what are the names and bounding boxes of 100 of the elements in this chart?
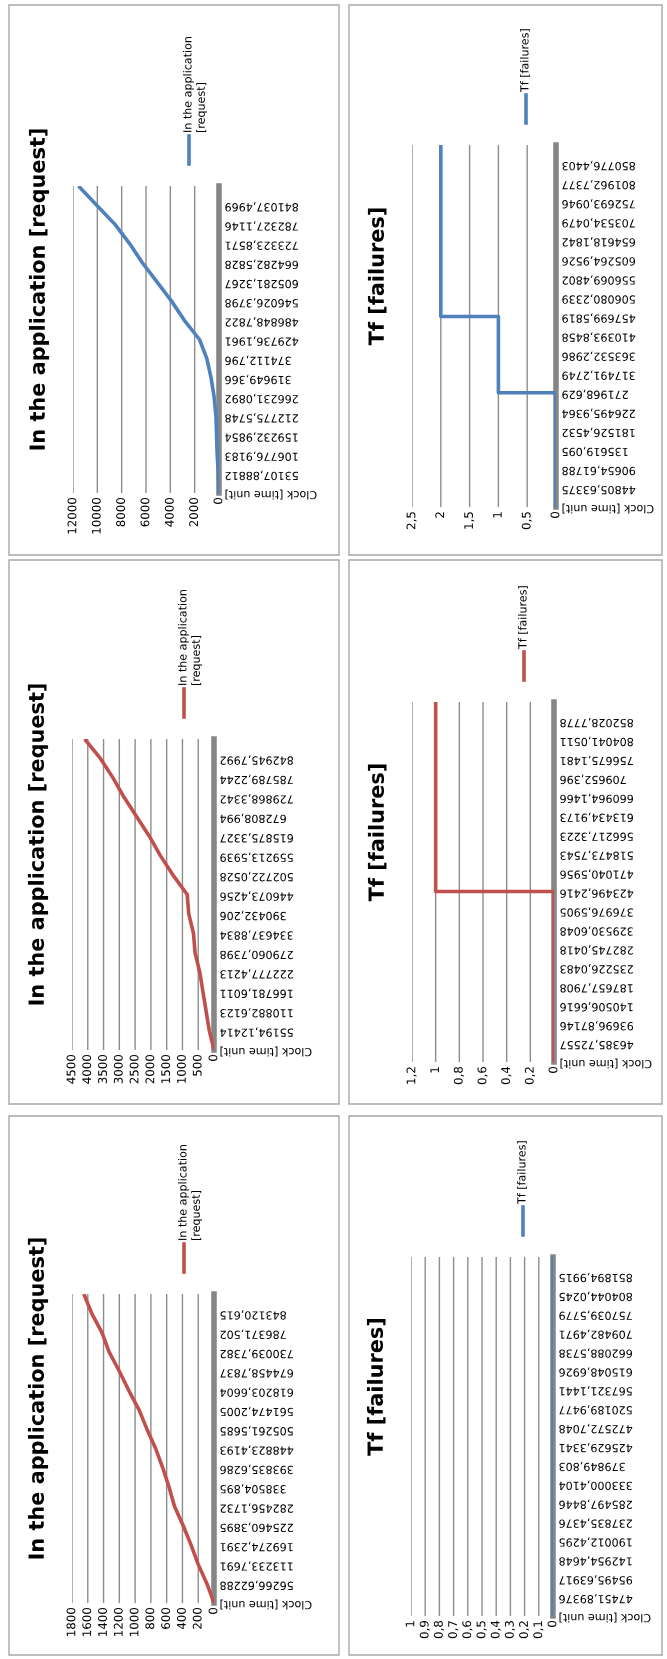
y-tick-label: 169274,2391 [220,1541,293,1552]
y-tick-label: 446073,4256 [220,891,294,901]
x-tick-label: 0 [213,497,223,504]
x-tick-label: 0,6 [477,1066,488,1085]
y-tick-label: 472572,7048 [559,1423,633,1434]
text: In the application [request] [28,129,50,450]
x-tick-label: 2 [435,512,445,518]
y-tick-label: 801962,7377 [562,179,636,190]
y-tick-label: 729868,3342 [220,794,293,804]
y-tick-label: 842945,7992 [220,755,294,765]
y-tick-label: 566217,3223 [560,831,633,841]
x-tick-label: 2000 [145,1054,155,1084]
y-tick-label: 756675,1481 [560,755,633,766]
x-tick-label: 800 [145,1607,155,1629]
x-tick-label: 0 [550,511,560,518]
y-tick-label: 843120,615 [220,1310,286,1320]
y-tick-label: Clock [time unit] [220,1046,312,1057]
y-tick-label: 334637,8834 [220,930,293,940]
x-tick-label: 1000 [129,1607,139,1636]
y-tick-label: Clock [time unit] [220,1599,312,1610]
y-tick-label: 752693,0946 [562,198,635,209]
text: In the application [request] [27,1238,49,1559]
y-tick-label: 518473,7543 [560,850,633,860]
y-tick-label: 804041,0511 [560,736,634,747]
x-tick-label: 0,4 [501,1066,512,1085]
x-tick-label: 6000 [140,497,150,527]
y-tick-label: 166781,6011 [220,988,293,999]
y-tick-label: 852028,7778 [560,717,634,728]
x-tick-label: 0,9 [419,1621,430,1639]
y-tick-label: 559213,5939 [220,852,293,862]
y-tick-label: 226495,9364 [562,408,635,419]
x-tick-label: 0 [548,1066,558,1073]
y-tick-label: 410393,8458 [562,332,636,342]
x-tick-label: 8000 [116,497,126,527]
y-tick-label: 140506,6616 [560,1001,633,1012]
y-tick-label: 660964,1466 [560,793,634,804]
y-tick-label: 55194,12414 [220,1027,293,1037]
text: In the application [request] [178,1145,203,1241]
y-tick-label: 723323,8571 [225,240,298,250]
y-tick-label: 709482,4971 [559,1329,632,1339]
x-tick-label: 0 [208,1054,218,1061]
y-tick-label: 506080,2339 [562,294,635,304]
y-tick-label: 159232,9854 [225,432,298,442]
y-tick-label: 225460,3895 [220,1522,293,1533]
x-tick-label: 2500 [129,1054,139,1084]
x-tick-label: 3500 [98,1054,107,1084]
y-tick-label: 486848,7822 [225,317,299,327]
y-tick-label: 561474,2005 [220,1406,293,1417]
text: Tf [failures] [520,29,530,93]
x-tick-label: 0,5 [476,1621,487,1639]
x-tick-label: 0,7 [448,1621,459,1639]
y-tick-label: 390432,206 [220,910,286,921]
text: Tf [failures] [367,208,387,346]
x-tick-label: 0,6 [462,1620,473,1639]
y-tick-label: 190012,4295 [559,1537,632,1547]
y-tick-label: 376976,5905 [560,907,633,917]
y-tick-label: 556069,4802 [562,275,635,285]
y-tick-label: 235226,0483 [560,964,633,974]
y-tick-label: 393835,6286 [220,1464,293,1475]
x-tick-label: 1,5 [464,512,475,529]
y-tick-label: 329530,6048 [560,926,633,936]
y-tick-label: 47451,89376 [559,1593,633,1604]
text: Tf [failures] [366,1318,386,1456]
y-tick-label: 110882,6123 [220,1007,293,1018]
x-tick-label: 0,8 [433,1620,445,1639]
x-tick-label: 3000 [113,1054,123,1084]
y-tick-label: Clock [time unit] [560,1058,652,1069]
x-tick-label: 1 [430,1067,439,1073]
y-tick-label: 93696,87146 [560,1020,634,1031]
y-tick-label: 333000,4104 [559,1480,632,1491]
y-tick-label: 56266,62288 [220,1580,293,1591]
y-tick-label: 605281,3267 [225,278,299,289]
y-tick-label: 457699,5819 [562,313,636,323]
y-tick-label: 319649,366 [225,374,291,385]
y-tick-label: 53107,88812 [225,470,298,481]
x-tick-label: 12000 [67,497,77,534]
y-tick-label: 471040,5956 [560,869,634,879]
y-tick-label: 664282,5828 [225,259,299,270]
y-tick-label: 279060,7398 [220,949,293,960]
x-tick-label: 10000 [91,497,101,534]
text: In the application [request] [178,590,203,686]
y-tick-label: 782327,1146 [225,221,298,231]
y-tick-label: 271968,629 [562,389,628,400]
x-tick-label: 0,2 [519,1621,530,1639]
x-tick-label: 1800 [66,1607,76,1636]
text: In the application [request] [183,37,208,133]
y-tick-label: 841037,4969 [225,201,299,212]
x-tick-label: 1600 [82,1607,92,1636]
y-tick-label: 135619,095 [562,446,628,457]
y-tick-label: 786371,502 [220,1329,286,1339]
y-tick-label: 282456,1732 [220,1503,293,1513]
x-tick-label: 0,5 [521,512,532,530]
y-tick-label: 46385,72557 [560,1039,634,1050]
x-tick-label: 1000 [176,1054,186,1083]
x-tick-label: 1 [493,512,502,518]
x-tick-label: 1,2 [406,1067,417,1084]
y-tick-label: 851894,9915 [559,1272,633,1283]
y-tick-label: 567321,1441 [559,1386,632,1396]
y-tick-label: Clock [time unit] [559,1612,651,1623]
x-tick-label: 0 [208,1607,218,1614]
